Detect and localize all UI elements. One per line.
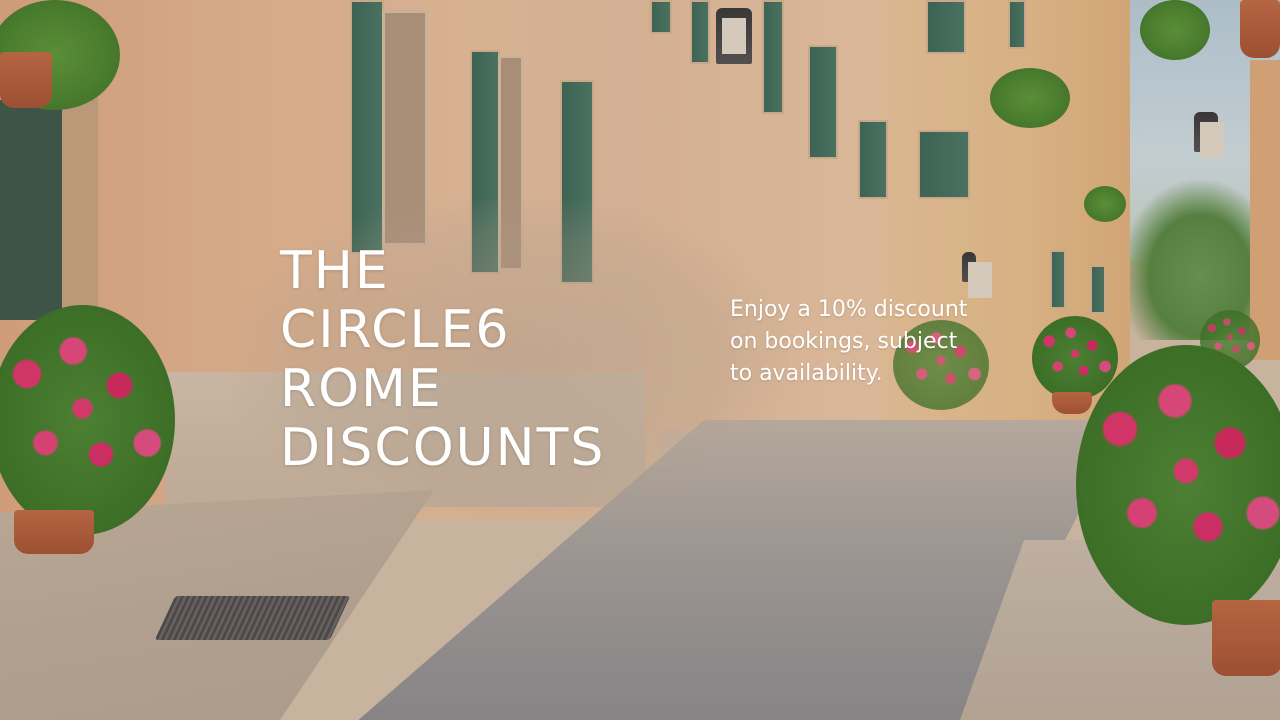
- building-far-right: [1250, 60, 1280, 360]
- flower-pot: [1240, 0, 1280, 58]
- headline-line: THE: [280, 241, 390, 301]
- flower-pot: [0, 52, 52, 108]
- headline: THE CIRCLE6 ROME DISCOUNTS: [280, 242, 700, 478]
- window-shutter: [1008, 0, 1026, 49]
- headline-line: CIRCLE6: [280, 300, 511, 360]
- flower-pot: [1052, 392, 1092, 414]
- window-shutter: [808, 45, 838, 159]
- pink-flower-bush: [1032, 316, 1118, 400]
- hanging-plant: [1084, 186, 1126, 222]
- window-shutter: [650, 0, 672, 34]
- hanging-plant: [1140, 0, 1210, 60]
- window-shutter: [918, 130, 970, 199]
- flower-pot: [14, 510, 94, 554]
- window-shutter: [858, 120, 888, 199]
- flower-pot: [1212, 600, 1280, 676]
- hanging-plant: [990, 68, 1070, 128]
- street-lamp-icon: [716, 8, 752, 64]
- window-shutter: [1050, 250, 1066, 309]
- pink-flower-bush: [1076, 345, 1280, 625]
- pink-flower-bush: [0, 305, 175, 535]
- street-lamp-icon: [962, 252, 992, 298]
- headline-line: ROME: [280, 359, 443, 419]
- green-door: [0, 100, 62, 320]
- window-shutter: [926, 0, 966, 54]
- pink-flower-bush: [893, 320, 989, 410]
- discount-description: Enjoy a 10% discount on bookings, subjec…: [730, 297, 968, 386]
- street-lamp-icon: [1194, 112, 1224, 158]
- headline-line: DISCOUNTS: [280, 418, 606, 478]
- window-shutter: [1090, 265, 1106, 314]
- background-haze: [230, 200, 790, 520]
- window-shutter: [690, 0, 710, 64]
- window-shutter: [762, 0, 784, 114]
